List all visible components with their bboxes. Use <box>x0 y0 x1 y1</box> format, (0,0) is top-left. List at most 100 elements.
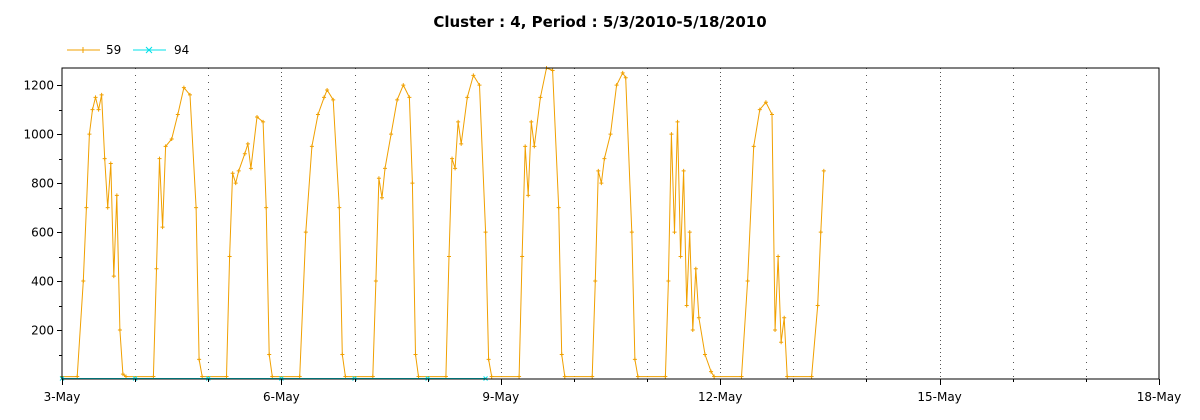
series-point-59 <box>108 161 113 166</box>
y-tick-label: 1000 <box>23 128 54 142</box>
series-point-59 <box>538 95 543 100</box>
series-point-59 <box>751 144 756 149</box>
series-point-59 <box>450 156 455 161</box>
plot-frame <box>61 67 1160 380</box>
series-point-59 <box>236 168 241 173</box>
series-point-59 <box>169 137 174 142</box>
series-point-59 <box>96 107 101 112</box>
series-point-59 <box>459 141 464 146</box>
series-point-59 <box>111 274 116 279</box>
legend: 59 94 <box>67 43 189 57</box>
series-point-59 <box>446 254 451 259</box>
series-point-59 <box>608 132 613 137</box>
y-tick-label: 600 <box>31 226 54 240</box>
series-point-59 <box>114 193 119 198</box>
series-point-59 <box>526 193 531 198</box>
plot-series <box>59 66 826 381</box>
series-point-59 <box>322 95 327 100</box>
series-point-59 <box>599 181 604 186</box>
series-point-59 <box>340 352 345 357</box>
series-point-59 <box>416 374 421 379</box>
series-point-59 <box>745 279 750 284</box>
series-point-59 <box>303 230 308 235</box>
series-point-59 <box>678 254 683 259</box>
series-point-59 <box>194 205 199 210</box>
series-point-59 <box>270 374 275 379</box>
series-point-59 <box>325 88 330 93</box>
y-tick-label: 1200 <box>23 79 54 93</box>
series-point-59 <box>151 374 156 379</box>
series-point-59 <box>75 374 80 379</box>
legend-item-94: 94 <box>133 43 189 57</box>
series-point-59 <box>456 119 461 124</box>
series-point-59 <box>596 168 601 173</box>
series-point-59 <box>477 83 482 88</box>
chart-title: Cluster : 4, Period : 5/3/2010-5/18/2010 <box>433 13 766 31</box>
series-point-59 <box>663 374 668 379</box>
series-point-59 <box>264 205 269 210</box>
legend-marker-59 <box>80 47 86 53</box>
x-axis: 3-May 6-May 9-May 12-May 15-May 18-May <box>44 379 1181 404</box>
series-point-59 <box>187 92 192 97</box>
series-point-59 <box>245 141 250 146</box>
series-point-59 <box>224 374 229 379</box>
series-point-59 <box>373 279 378 284</box>
series-point-59 <box>620 70 625 75</box>
series-point-59 <box>523 144 528 149</box>
series-point-59 <box>93 95 98 100</box>
series-point-59 <box>99 92 104 97</box>
series-point-59 <box>105 205 110 210</box>
series-point-59 <box>614 83 619 88</box>
series-point-59 <box>669 132 674 137</box>
series-point-59 <box>343 374 348 379</box>
series-point-59 <box>410 181 415 186</box>
series-point-59 <box>383 166 388 171</box>
series-point-59 <box>395 97 400 102</box>
legend-item-59: 59 <box>67 43 121 57</box>
series-point-59 <box>696 315 701 320</box>
series-point-59 <box>227 254 232 259</box>
series-point-59 <box>483 230 488 235</box>
y-tick-label: 200 <box>31 324 54 338</box>
series-point-59 <box>315 112 320 117</box>
series-point-59 <box>629 230 634 235</box>
x-tick-label: 3-May <box>44 390 81 404</box>
x-tick-label: 6-May <box>263 390 300 404</box>
legend-marker-94 <box>145 46 153 54</box>
series-point-59 <box>401 83 406 88</box>
series-point-59 <box>197 357 202 362</box>
series-point-59 <box>623 75 628 80</box>
series-line-59 <box>62 67 825 378</box>
x-tick-label: 9-May <box>482 390 519 404</box>
series-point-59 <box>84 205 89 210</box>
series-point-59 <box>782 315 787 320</box>
series-point-59 <box>230 171 235 176</box>
series-point-59 <box>785 374 790 379</box>
series-point-59 <box>532 144 537 149</box>
series-point-59 <box>675 119 680 124</box>
series-point-59 <box>815 303 820 308</box>
series-point-59 <box>200 374 205 379</box>
x-tick-label: 18-May <box>1137 390 1181 404</box>
series-point-59 <box>559 352 564 357</box>
series-point-59 <box>376 176 381 181</box>
series-point-59 <box>242 151 247 156</box>
series-point-59 <box>687 230 692 235</box>
series-point-59 <box>90 107 95 112</box>
series-point-59 <box>602 156 607 161</box>
series-point-59 <box>297 374 302 379</box>
y-axis: 200 400 600 800 1000 1200 <box>23 79 62 356</box>
series-point-59 <box>160 225 165 230</box>
series-point-59 <box>154 266 159 271</box>
legend-label-94: 94 <box>174 43 189 57</box>
legend-label-59: 59 <box>106 43 121 57</box>
series-point-59 <box>809 374 814 379</box>
x-tick-label: 12-May <box>698 390 742 404</box>
series-point-59 <box>593 279 598 284</box>
series-point-59 <box>337 205 342 210</box>
series-point-59 <box>517 374 522 379</box>
series-point-59 <box>776 254 781 259</box>
series-point-59 <box>117 328 122 333</box>
y-tick-label: 800 <box>31 177 54 191</box>
series-point-59 <box>453 166 458 171</box>
